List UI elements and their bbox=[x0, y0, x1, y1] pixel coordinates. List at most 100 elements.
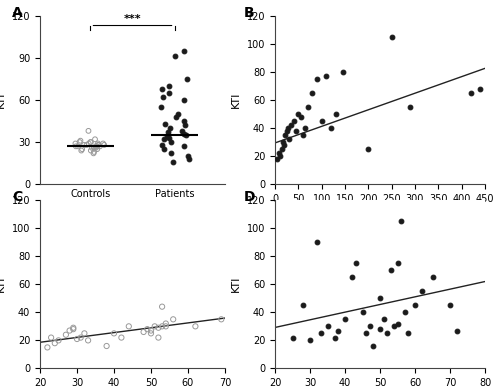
Point bbox=[386, 267, 394, 273]
Point bbox=[290, 118, 298, 124]
Point bbox=[284, 125, 292, 131]
Point bbox=[72, 143, 80, 149]
Point bbox=[182, 122, 190, 129]
Point bbox=[306, 337, 314, 343]
Point bbox=[91, 136, 99, 142]
Point bbox=[163, 133, 171, 140]
Point bbox=[157, 104, 165, 110]
Point bbox=[174, 111, 182, 117]
Point bbox=[180, 118, 188, 124]
Point bbox=[302, 125, 310, 131]
Point bbox=[390, 323, 398, 329]
Point bbox=[169, 316, 177, 323]
Point bbox=[376, 326, 384, 332]
Point bbox=[102, 343, 110, 349]
Point bbox=[93, 143, 101, 149]
Point bbox=[90, 149, 98, 155]
Point bbox=[147, 330, 155, 336]
Point bbox=[118, 334, 126, 341]
Point bbox=[62, 332, 70, 338]
Point bbox=[159, 94, 167, 100]
Point bbox=[76, 334, 84, 341]
Point bbox=[178, 128, 186, 134]
Point bbox=[364, 146, 372, 152]
X-axis label: leukocytes (x 10⁹/L): leukocytes (x 10⁹/L) bbox=[324, 209, 436, 220]
Point bbox=[388, 34, 396, 40]
Point bbox=[80, 142, 88, 148]
Point bbox=[73, 336, 81, 342]
Point bbox=[292, 128, 300, 134]
Point bbox=[276, 153, 283, 159]
Point bbox=[308, 90, 316, 96]
Point bbox=[316, 330, 324, 336]
Point bbox=[180, 97, 188, 103]
Point bbox=[160, 146, 168, 152]
Point bbox=[164, 90, 172, 96]
Point bbox=[400, 309, 408, 316]
Point bbox=[334, 327, 342, 334]
Point bbox=[184, 153, 192, 159]
Point bbox=[394, 260, 402, 266]
Point bbox=[376, 295, 384, 301]
Point bbox=[76, 138, 84, 144]
Point bbox=[96, 143, 104, 149]
Point bbox=[296, 114, 304, 120]
Y-axis label: KTI: KTI bbox=[0, 276, 6, 292]
Text: D: D bbox=[244, 190, 255, 204]
Point bbox=[66, 327, 74, 334]
Point bbox=[180, 131, 188, 137]
Point bbox=[88, 145, 96, 151]
Point bbox=[94, 140, 102, 147]
Point bbox=[330, 334, 338, 341]
Point bbox=[90, 145, 98, 151]
Point bbox=[383, 330, 391, 336]
Text: A: A bbox=[12, 5, 23, 20]
Point bbox=[84, 140, 92, 147]
Point bbox=[125, 323, 133, 329]
Point bbox=[158, 142, 166, 148]
Point bbox=[280, 142, 288, 148]
Point bbox=[166, 135, 173, 141]
Point bbox=[169, 159, 177, 165]
Point bbox=[171, 53, 179, 60]
Point bbox=[70, 325, 78, 331]
Point bbox=[278, 146, 286, 152]
Point bbox=[288, 122, 296, 129]
Point bbox=[158, 303, 166, 310]
Point bbox=[318, 118, 326, 124]
Point bbox=[285, 136, 293, 142]
Point bbox=[476, 85, 484, 92]
Point bbox=[182, 132, 190, 138]
Point bbox=[313, 239, 321, 245]
Point bbox=[380, 316, 388, 323]
Point bbox=[84, 128, 92, 134]
Point bbox=[70, 326, 78, 332]
Point bbox=[404, 330, 412, 336]
Point bbox=[341, 316, 349, 323]
Point bbox=[299, 132, 307, 138]
Point bbox=[100, 142, 108, 148]
Point bbox=[428, 274, 436, 280]
Point bbox=[92, 143, 100, 149]
Point bbox=[80, 330, 88, 336]
Point bbox=[87, 139, 95, 145]
Point bbox=[338, 69, 346, 75]
Point bbox=[93, 146, 101, 152]
Point bbox=[180, 143, 188, 149]
Point bbox=[362, 330, 370, 336]
Point bbox=[144, 326, 152, 332]
Y-axis label: KTI: KTI bbox=[0, 92, 6, 108]
Y-axis label: KTI: KTI bbox=[231, 276, 241, 292]
Point bbox=[453, 327, 461, 334]
Point bbox=[397, 218, 405, 224]
Point bbox=[358, 309, 366, 316]
Point bbox=[147, 327, 155, 334]
Point bbox=[218, 316, 226, 323]
Point bbox=[332, 111, 340, 117]
Point bbox=[183, 76, 191, 82]
Point bbox=[282, 128, 290, 134]
Point bbox=[160, 136, 168, 142]
Point bbox=[165, 83, 173, 89]
Point bbox=[54, 337, 62, 343]
Point bbox=[154, 334, 162, 341]
